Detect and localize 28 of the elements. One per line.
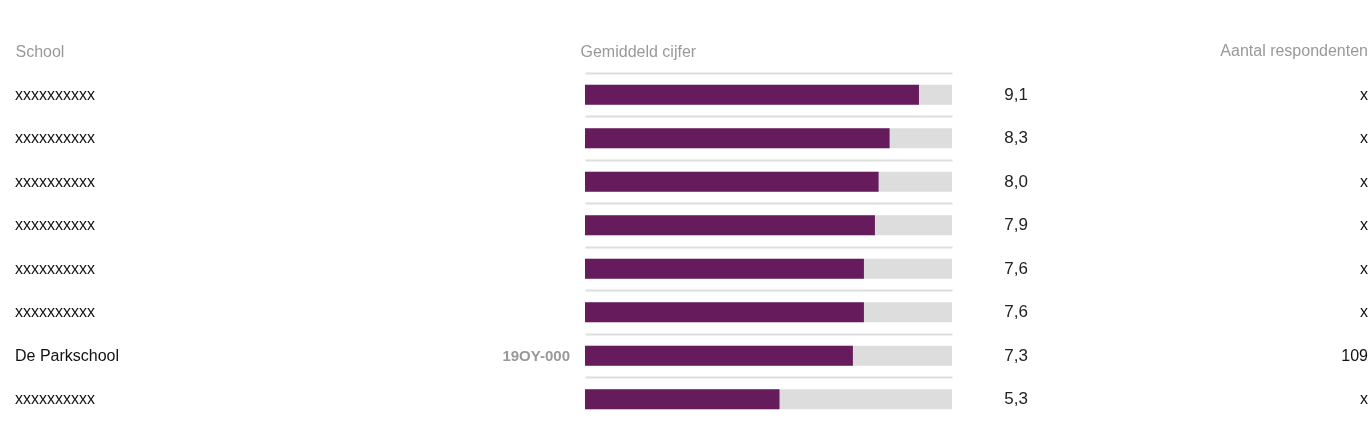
y-tick-label: De Parkschool	[15, 346, 120, 364]
y-tick-label: xxxxxxxxxx	[15, 85, 95, 103]
y2-tick-label: 109	[1341, 346, 1369, 364]
data-label: 8,3	[1004, 128, 1028, 148]
data-label: 8,0	[1004, 171, 1028, 191]
y-tick-label: xxxxxxxxxx	[15, 172, 95, 190]
y-axis-title: School	[15, 42, 65, 60]
data-label: 7,6	[1004, 258, 1028, 278]
data-label: 7,3	[1004, 345, 1028, 365]
y2-tick-label: x	[1360, 259, 1368, 277]
text: 19OY-000	[502, 346, 570, 364]
y2-tick-label: x	[1360, 216, 1368, 234]
data-label: 7,6	[1004, 302, 1028, 322]
y-tick-label: xxxxxxxxxx	[15, 259, 95, 277]
y2-tick-label: x	[1360, 303, 1368, 321]
y2-tick-label: x	[1360, 85, 1368, 103]
y2-tick-label: x	[1360, 390, 1368, 408]
y-tick-label: xxxxxxxxxx	[15, 216, 95, 234]
text: Aantal respondenten	[1220, 42, 1368, 59]
y2-tick-label: x	[1360, 172, 1368, 190]
y-tick-label: xxxxxxxxxx	[15, 390, 95, 408]
y2-tick-label: x	[1360, 129, 1368, 147]
data-label: 9,1	[1004, 84, 1028, 104]
data-label: 7,9	[1004, 215, 1028, 235]
y-tick-label: xxxxxxxxxx	[15, 129, 95, 147]
x-axis-title: Gemiddeld cijfer	[580, 42, 697, 60]
data-label: 5,3	[1004, 389, 1028, 409]
y-tick-label: xxxxxxxxxx	[15, 303, 95, 321]
